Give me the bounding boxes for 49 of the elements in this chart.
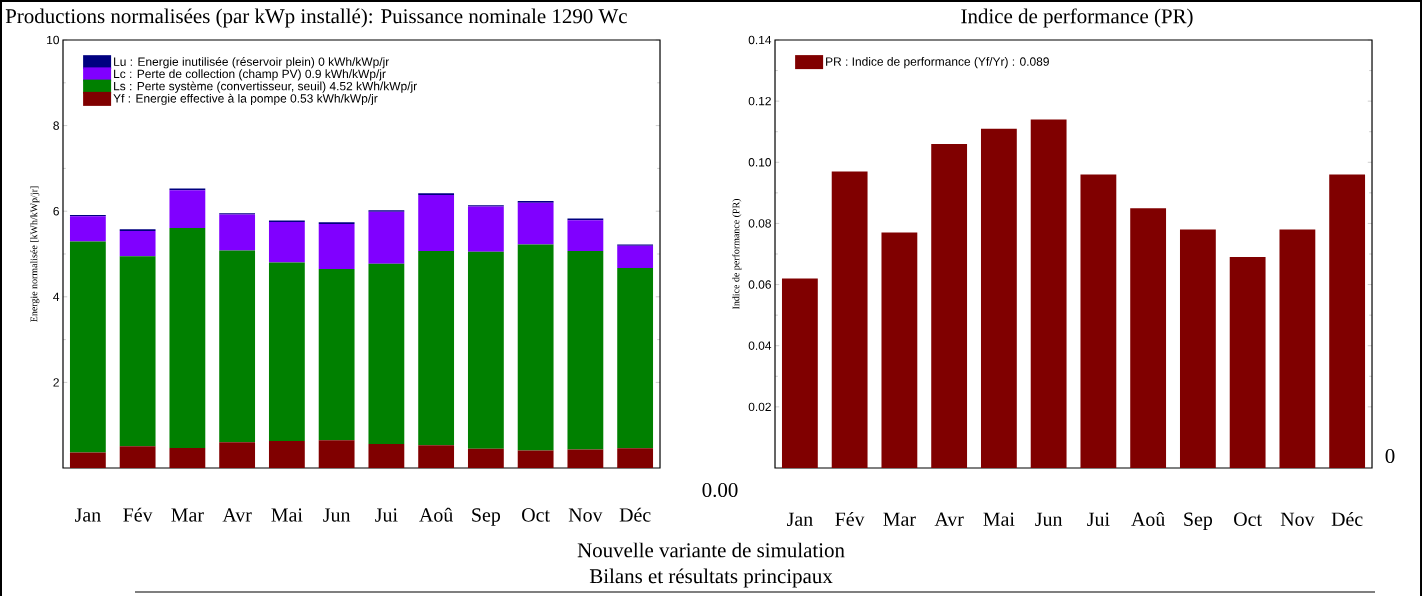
- text: 0: [1385, 448, 1395, 464]
- x-tick-label: Nov: [568, 508, 603, 522]
- x-tick-label: Fév: [835, 511, 865, 526]
- x-tick-label: Mai: [271, 508, 303, 522]
- y-tick-label: 0.08: [748, 219, 771, 228]
- y-tick-label: 0.04: [748, 341, 772, 350]
- y-tick-label: 0.14: [748, 35, 772, 45]
- legend-label: Ls : Perte système (convertisseur, seuil) 4.52 kWh/kWp/jr: [114, 81, 417, 93]
- x-tick-label: Aoû: [419, 507, 453, 522]
- text: 0.00: [702, 482, 738, 498]
- x-tick-label: Jan: [75, 508, 101, 522]
- x-tick-label: Jun: [1035, 512, 1063, 526]
- y-tick-label: 0.02: [748, 402, 771, 412]
- legend-label: Yf : Energie effective à la pompe 0.53 kWh/kWp/jr: [113, 93, 378, 106]
- chart-title: Productions normalisées (par kWp installé): Puissance nominale 1290 Wc: [5, 8, 627, 28]
- x-tick-label: Oct: [522, 508, 550, 522]
- y-tick-label: 10: [47, 35, 60, 45]
- chart-title: Indice de performance (PR): [961, 8, 1193, 28]
- x-tick-label: Mar: [171, 508, 204, 522]
- text: Bilans et résultats principaux: [589, 568, 833, 588]
- x-tick-label: Sep: [1184, 512, 1213, 531]
- x-tick-label: Mar: [883, 512, 916, 526]
- y-axis-title: Energie normalisée [kWh/kWp/jr]: [30, 186, 40, 322]
- x-tick-label: Nov: [1280, 512, 1315, 526]
- legend-label: Lc : Perte de collection (champ PV) 0.9 kWh/kWp/jr: [114, 69, 386, 81]
- y-tick-label: 0.06: [748, 280, 771, 289]
- x-tick-label: Aoû: [1131, 511, 1165, 526]
- text: Nouvelle variante de simulation: [577, 542, 845, 558]
- y-axis-title: Indice de performance (PR): [732, 198, 742, 310]
- y-tick-label: 0.10: [748, 158, 772, 167]
- y-tick-label: 2: [53, 378, 59, 387]
- y-tick-label: 8: [53, 121, 59, 130]
- x-tick-label: Avr: [934, 512, 964, 526]
- x-tick-label: Avr: [222, 508, 252, 522]
- x-tick-label: Déc: [1331, 511, 1363, 526]
- x-tick-label: Sep: [472, 508, 501, 526]
- y-tick-label: 4: [53, 292, 60, 301]
- x-tick-label: Mai: [983, 512, 1015, 526]
- legend-label: PR : Indice de performance (Yf/Yr) : 0.089: [826, 57, 1049, 69]
- x-tick-label: Jan: [787, 512, 813, 526]
- x-tick-label: Oct: [1234, 512, 1262, 526]
- y-tick-label: 0.12: [748, 96, 771, 106]
- x-tick-label: Jui: [1087, 512, 1110, 526]
- x-tick-label: Fév: [123, 507, 153, 522]
- x-tick-label: Jun: [323, 508, 351, 522]
- x-tick-label: Jui: [375, 508, 398, 522]
- legend-label: Lu : Energie inutilisée (réservoir plein) 0 kWh/kWp/jr: [114, 57, 390, 69]
- y-tick-label: 6: [53, 206, 59, 216]
- x-tick-label: Déc: [619, 507, 651, 522]
